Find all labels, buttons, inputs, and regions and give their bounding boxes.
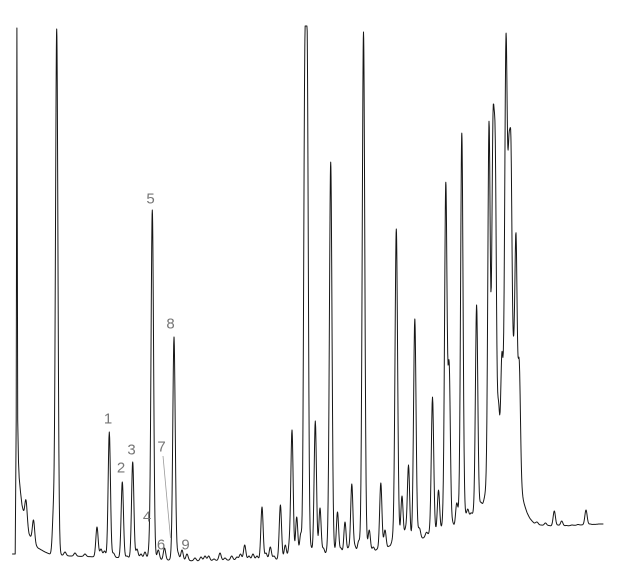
- peak-label-4: 4: [142, 508, 152, 526]
- peak-label-8: 8: [166, 315, 175, 333]
- peak-label-1: 1: [103, 410, 113, 428]
- peak-label-3: 3: [127, 441, 136, 459]
- peak7-leader-line: [162, 455, 171, 539]
- peak-label-9: 9: [181, 536, 190, 554]
- chromatogram-trace: [12, 25, 604, 562]
- peak-label-6: 6: [156, 536, 166, 554]
- peak-label-7: 7: [157, 438, 166, 456]
- peak-label-2: 2: [116, 459, 126, 477]
- peak-label-5: 5: [146, 190, 155, 208]
